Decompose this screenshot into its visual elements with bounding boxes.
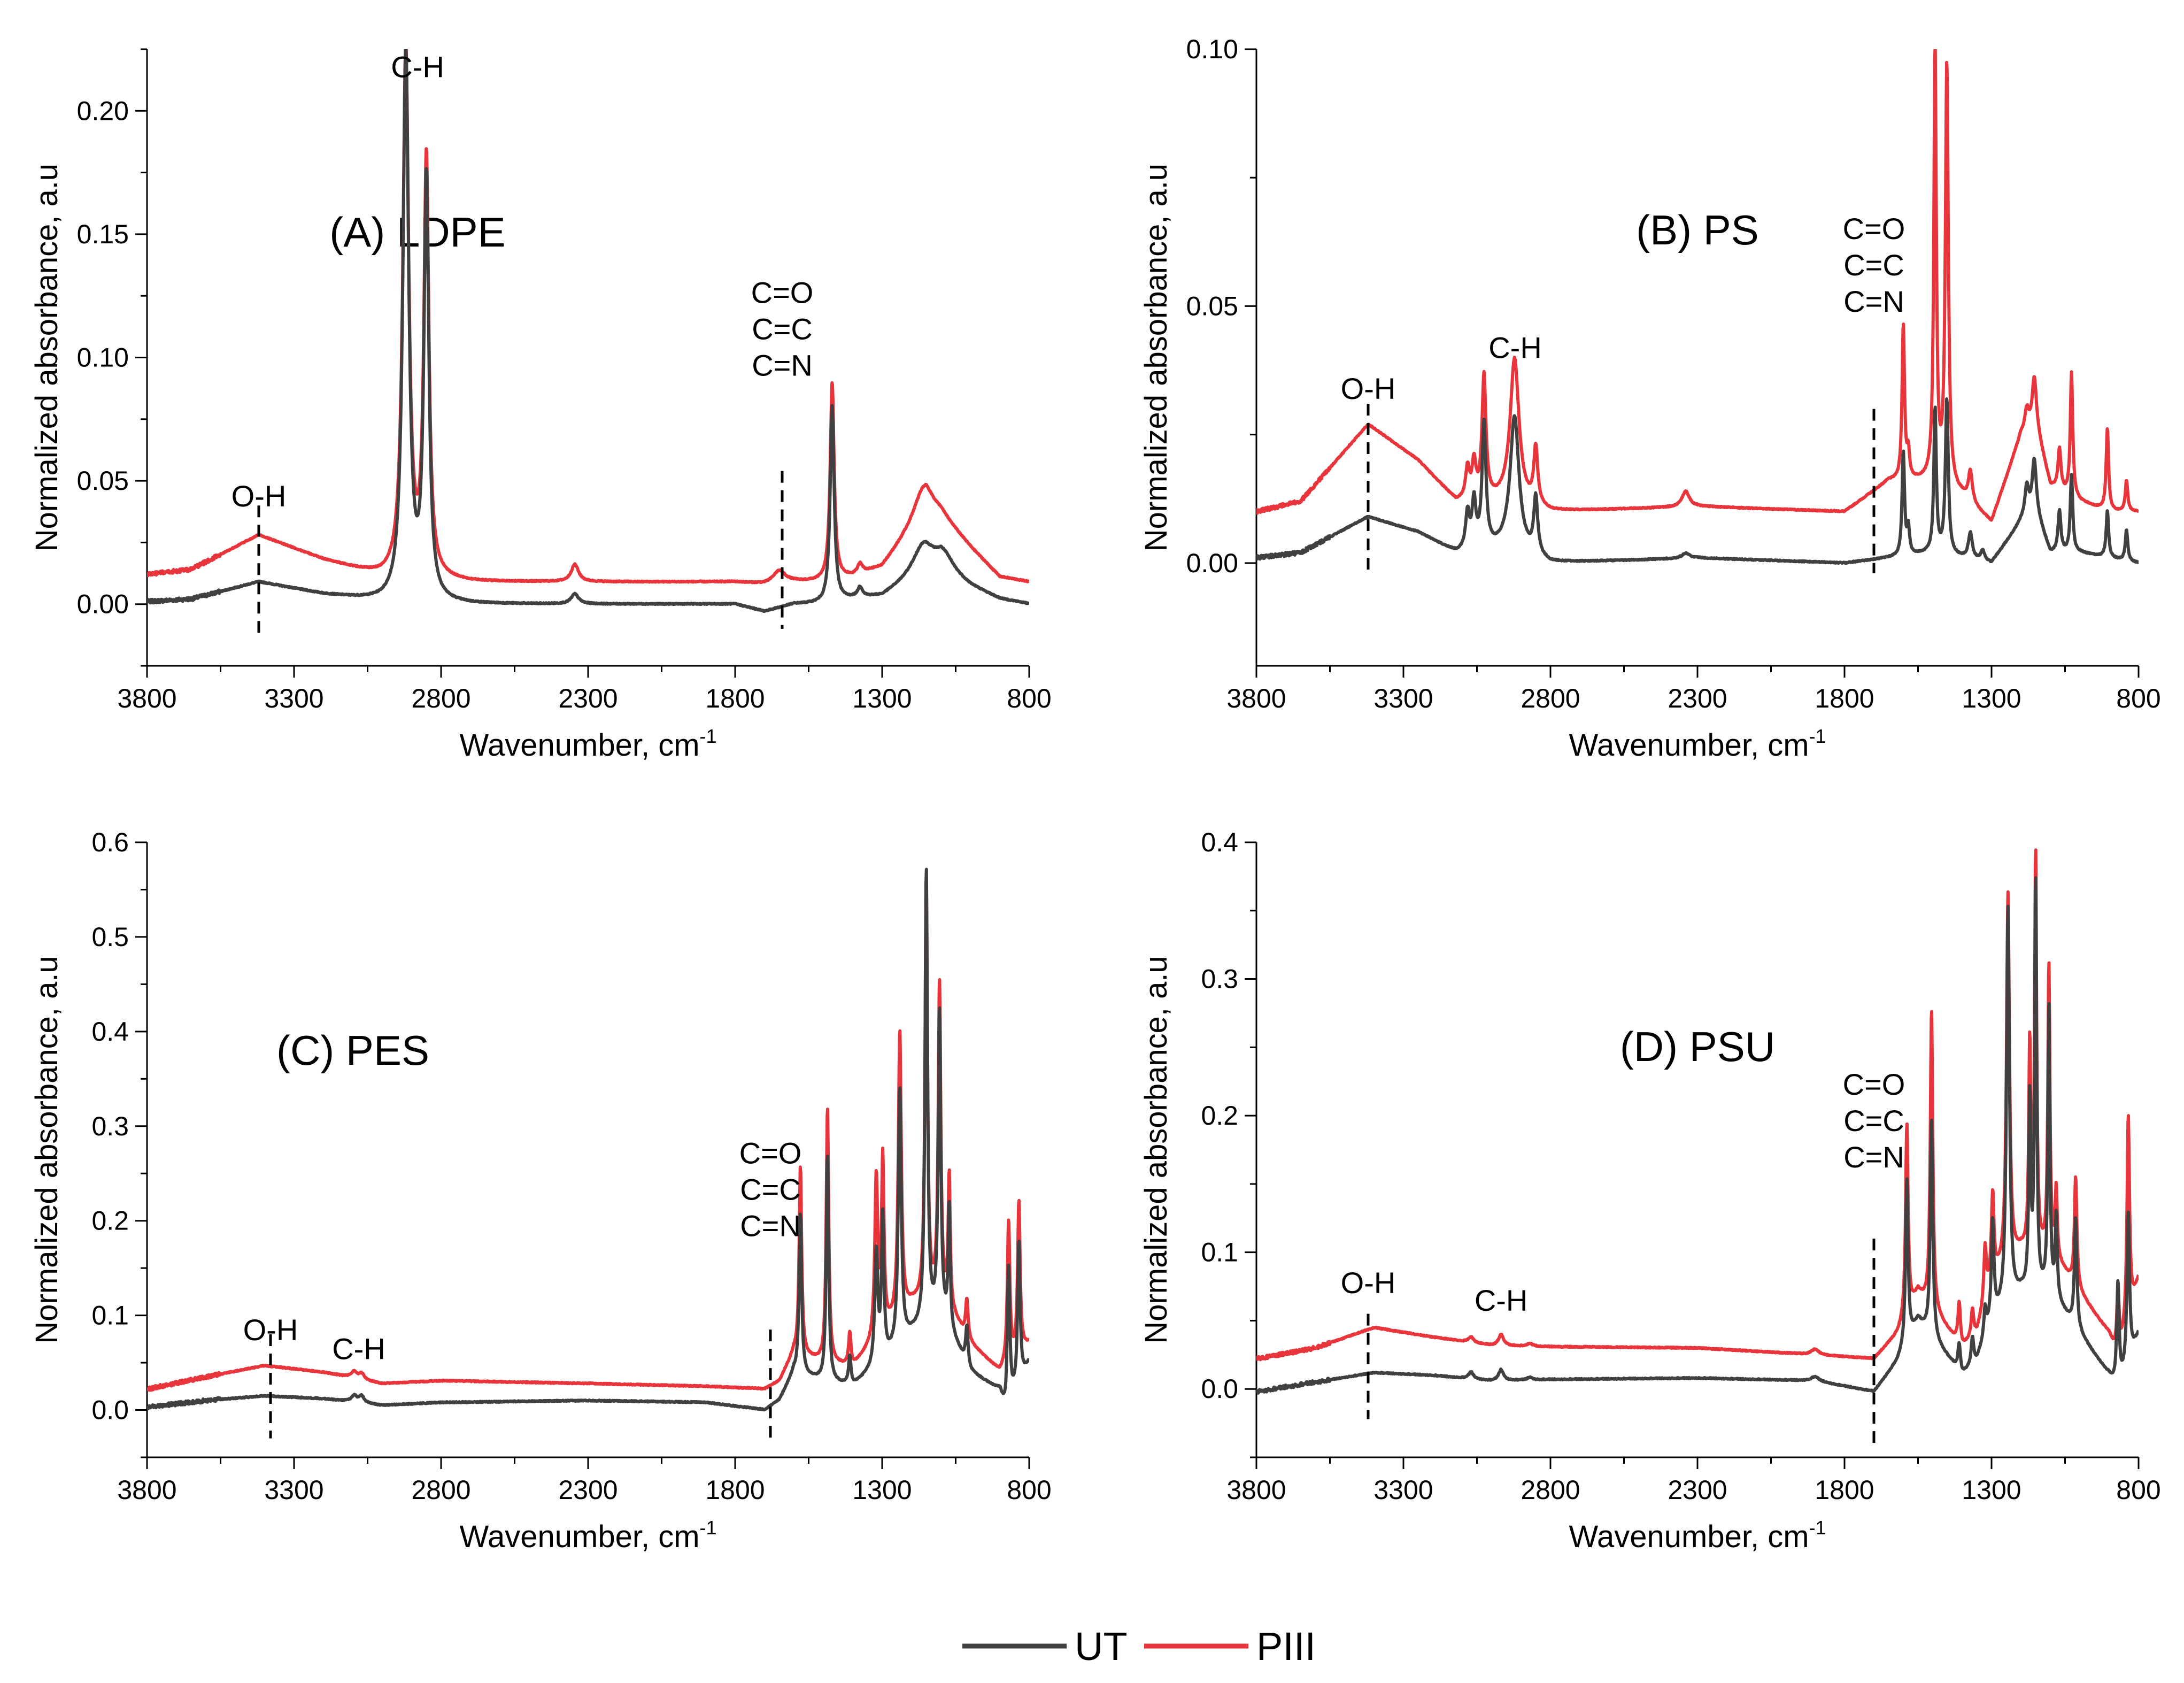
panel-2-series-ut-line [147, 867, 1029, 1412]
panel-0-x-tick-label: 2800 [411, 683, 470, 713]
panel-psu: 3800 3300 2800 2300 1800 1300 800 0.0 0.1 0.2 0.3 0… [1139, 827, 2161, 1554]
panel-3-x-tick-label: 3300 [1373, 1475, 1433, 1505]
panel-0-series-ut-line [147, 49, 1029, 613]
panel-1-series-ut-line [1256, 397, 2139, 565]
panel-1-x-tick-label: 800 [2116, 683, 2160, 713]
panel-3-annotation-label: C=O [1843, 1067, 1905, 1101]
panel-1-x-tick-label: 3800 [1226, 683, 1286, 713]
panel-2-x-tick-label: 2300 [558, 1475, 618, 1505]
panel-3-series-ut-line [1256, 876, 2139, 1395]
panel-0-x-tick-label: 3300 [264, 683, 323, 713]
panel-2-y-tick-label: 0.0 [91, 1395, 129, 1425]
panel-1-annotation-label: C=C [1843, 248, 1904, 282]
panel-0-annotation-label: C=N [752, 348, 813, 382]
legend: UT PIII [962, 1624, 1316, 1669]
panel-1-annotation-label: C-H [1488, 331, 1542, 364]
panel-3-annotation-label: C=N [1843, 1140, 1904, 1174]
panel-1-x-axis-title: Wavenumber, cm-1 [1569, 725, 1826, 763]
panel-1-y-axis-title: Normalized absorbance, a.u [1139, 164, 1174, 551]
panel-0-title: (A) LDPE [329, 209, 505, 256]
panel-0-x-tick-label: 3800 [117, 683, 176, 713]
panel-2-y-tick-label: 0.5 [91, 922, 129, 952]
panel-ldpe: 3800 3300 2800 2300 1800 1300 800 0.00 0.05 0.10 0… [29, 48, 1052, 763]
panel-2-x-axis-title: Wavenumber, cm-1 [459, 1517, 716, 1554]
panel-2-title: (C) PES [276, 1027, 429, 1074]
panel-3-x-tick-label: 800 [2116, 1475, 2160, 1505]
panel-2-x-tick-label: 1800 [705, 1475, 765, 1505]
panel-2-x-tick-label: 2800 [411, 1475, 470, 1505]
legend-label-piii: PIII [1256, 1624, 1316, 1669]
panel-3-y-tick-label: 0.1 [1201, 1238, 1238, 1267]
panel-2-annotation-label: C-H [332, 1332, 385, 1366]
panel-2-x-tick-label: 3800 [117, 1475, 176, 1505]
panel-3-x-tick-label: 1800 [1815, 1475, 1874, 1505]
panel-1-title: (B) PS [1636, 206, 1759, 253]
panel-2-x-tick-label: 1300 [852, 1475, 912, 1505]
panel-0-y-tick-label: 0.20 [77, 96, 129, 126]
panel-0-x-tick-label: 1300 [852, 683, 912, 713]
panel-ps: 3800 3300 2800 2300 1800 1300 800 0.00 0.05 0.10 W… [1139, 34, 2161, 763]
panel-1-annotation-label: O-H [1341, 372, 1396, 405]
panel-2-x-tick-label: 3300 [264, 1475, 323, 1505]
panel-1-series-piii-line [1256, 49, 2139, 522]
panel-0-annotation-label: C-H [391, 50, 444, 83]
panel-3-y-tick-label: 0.3 [1201, 964, 1238, 994]
panel-2-y-tick-label: 0.4 [91, 1017, 129, 1047]
panel-0-y-tick-label: 0.15 [77, 219, 129, 249]
panel-3-x-tick-label: 2300 [1668, 1475, 1727, 1505]
panel-0-y-tick-label: 0.10 [77, 343, 129, 373]
panel-1-x-tick-label: 1800 [1815, 683, 1874, 713]
panel-3-y-tick-label: 0.2 [1201, 1101, 1238, 1131]
panel-3-annotation-label: C-H [1475, 1284, 1528, 1317]
panel-3-annotation-label: C=C [1843, 1104, 1904, 1138]
panel-1-x-tick-label: 2800 [1521, 683, 1580, 713]
panel-2-y-axis-title: Normalized absorbance, a.u [29, 956, 64, 1343]
panel-1-annotation-label: C=O [1843, 212, 1905, 245]
panel-3-x-axis-title: Wavenumber, cm-1 [1569, 1517, 1826, 1554]
panel-3-y-tick-label: 0.4 [1201, 827, 1238, 857]
panel-2-y-tick-label: 0.2 [91, 1206, 129, 1236]
panel-1-x-tick-label: 3300 [1373, 683, 1433, 713]
panel-0-series-piii-line [147, 49, 1029, 585]
panel-0-x-axis-title: Wavenumber, cm-1 [459, 725, 716, 763]
panel-1-y-tick-label: 0.10 [1186, 34, 1238, 64]
panel-3-x-tick-label: 3800 [1226, 1475, 1286, 1505]
panel-2-y-tick-label: 0.3 [91, 1111, 129, 1141]
legend-label-ut: UT [1075, 1624, 1128, 1669]
panel-0-x-tick-label: 1800 [705, 683, 765, 713]
panel-pes: 3800 3300 2800 2300 1800 1300 800 0.0 0.1 0.2 0.3 0… [29, 827, 1052, 1554]
panel-0-annotation-label: C=O [751, 275, 814, 309]
panel-1-x-tick-label: 2300 [1668, 683, 1727, 713]
panel-0-x-tick-label: 2300 [558, 683, 618, 713]
panel-3-y-axis-title: Normalized absorbance, a.u [1139, 956, 1174, 1343]
panel-2-x-tick-label: 800 [1007, 1475, 1051, 1505]
panel-1-annotation-label: C=N [1843, 285, 1904, 318]
panel-2-annotation-label: C=N [740, 1209, 801, 1243]
panel-3-y-tick-label: 0.0 [1201, 1374, 1238, 1404]
panel-0-annotation-label: C=C [752, 312, 813, 345]
panel-2-series-piii-line [147, 880, 1029, 1392]
panel-2-annotation-label: C=O [739, 1136, 802, 1170]
panel-3-annotation-label: O-H [1341, 1266, 1396, 1300]
panel-3-title: (D) PSU [1620, 1023, 1775, 1070]
panel-3-x-tick-label: 2800 [1521, 1475, 1580, 1505]
panel-2-y-tick-label: 0.6 [91, 827, 129, 857]
panel-1-y-tick-label: 0.00 [1186, 548, 1238, 578]
panel-1-y-tick-label: 0.05 [1186, 291, 1238, 321]
panel-0-y-axis-title: Normalized absorbance, a.u [29, 164, 64, 551]
panel-2-annotation-label: C=C [740, 1173, 801, 1206]
panel-2-y-tick-label: 0.1 [91, 1301, 129, 1331]
panel-0-y-tick-label: 0.05 [77, 466, 129, 496]
panel-3-x-tick-label: 1300 [1962, 1475, 2021, 1505]
panel-1-x-tick-label: 1300 [1962, 683, 2021, 713]
panel-0-y-tick-label: 0.00 [77, 589, 129, 619]
panel-0-x-tick-label: 800 [1007, 683, 1051, 713]
